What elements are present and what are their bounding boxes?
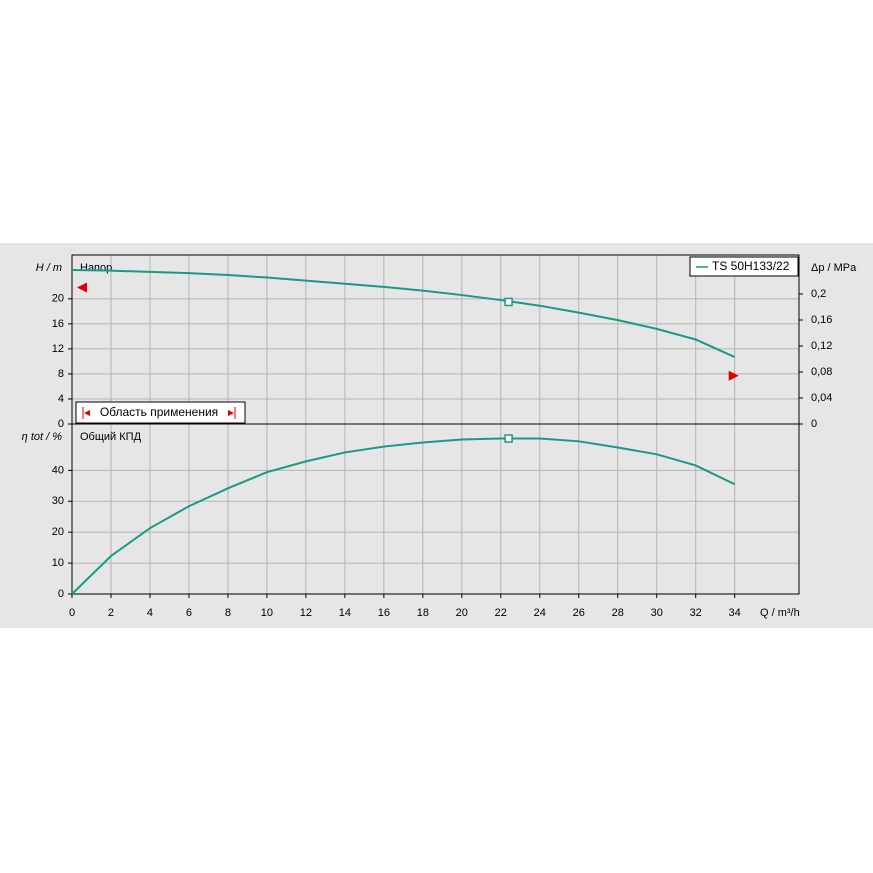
y-axis-label: η tot / % — [22, 431, 63, 443]
y-tick-label: 20 — [52, 293, 64, 305]
y-tick-label: 0 — [58, 418, 64, 430]
range-box — [75, 401, 246, 424]
range-label: Область применения — [100, 405, 218, 419]
duty-point — [504, 434, 513, 443]
duty-point — [504, 297, 513, 307]
y-tick-label: 40 — [52, 464, 64, 476]
x-tick-label: 6 — [186, 607, 192, 619]
y2-tick-label: 0,16 — [811, 314, 832, 326]
annotation: Общий КПД — [80, 431, 142, 443]
x-tick-label: 0 — [69, 607, 75, 619]
x-tick-label: 34 — [729, 607, 741, 619]
y2-tick-label: 0,08 — [811, 366, 832, 378]
y-tick-label: 30 — [52, 495, 64, 507]
x-tick-label: 32 — [690, 607, 702, 619]
y-tick-label: 10 — [52, 557, 64, 569]
x-tick-label: 14 — [339, 607, 351, 619]
plot-frame — [71, 423, 800, 595]
range-marker — [77, 282, 87, 293]
x-tick-label: 30 — [651, 607, 663, 619]
x-axis-label: Q / m³/h — [760, 607, 800, 619]
x-tick-label: 18 — [417, 607, 429, 619]
range-arrow — [228, 410, 234, 416]
range-arrow — [84, 410, 90, 416]
y-tick-label: 12 — [52, 343, 64, 355]
legend-label: TS 50H133/22 — [712, 259, 790, 273]
y-tick-label: 0 — [58, 588, 64, 600]
y-axis-label: H / m — [36, 262, 62, 274]
x-tick-label: 28 — [612, 607, 624, 619]
x-tick-label: 24 — [534, 607, 546, 619]
range-marker — [728, 370, 739, 381]
y2-tick-label: 0,12 — [811, 340, 832, 352]
x-tick-label: 16 — [378, 607, 390, 619]
annotation: Напор — [80, 262, 112, 274]
x-tick-label: 26 — [573, 607, 585, 619]
y-tick-label: 20 — [52, 526, 64, 538]
legend-box — [689, 256, 799, 277]
y2-axis-label: Δp / MPa — [811, 262, 857, 274]
y2-tick-label: 0,2 — [811, 288, 826, 300]
x-tick-label: 12 — [300, 607, 312, 619]
y-tick-label: 16 — [52, 318, 64, 330]
x-tick-label: 10 — [261, 607, 273, 619]
x-tick-label: 20 — [456, 607, 468, 619]
x-tick-label: 22 — [495, 607, 507, 619]
curve — [71, 437, 736, 595]
x-tick-label: 2 — [108, 607, 114, 619]
curve — [71, 269, 736, 358]
x-tick-label: 4 — [147, 607, 153, 619]
y2-tick-label: 0,04 — [811, 392, 832, 404]
chart-background — [0, 243, 873, 628]
y-tick-label: 8 — [58, 368, 64, 380]
y-tick-label: 4 — [58, 393, 64, 405]
x-tick-label: 8 — [225, 607, 231, 619]
y2-tick-label: 0 — [811, 418, 817, 430]
